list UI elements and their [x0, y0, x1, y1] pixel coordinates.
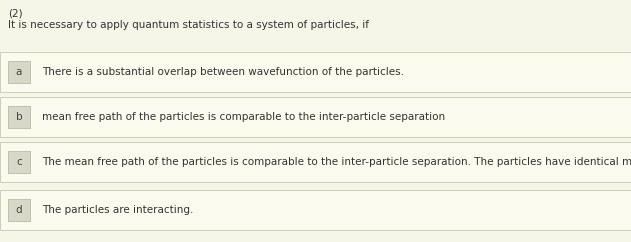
Text: b: b: [16, 112, 22, 122]
FancyBboxPatch shape: [8, 151, 30, 173]
Text: a: a: [16, 67, 22, 77]
Text: The particles are interacting.: The particles are interacting.: [42, 205, 193, 215]
FancyBboxPatch shape: [0, 190, 631, 230]
FancyBboxPatch shape: [8, 106, 30, 128]
FancyBboxPatch shape: [8, 61, 30, 83]
Text: d: d: [16, 205, 22, 215]
FancyBboxPatch shape: [0, 52, 631, 92]
FancyBboxPatch shape: [8, 199, 30, 221]
Text: c: c: [16, 157, 22, 167]
Text: There is a substantial overlap between wavefunction of the particles.: There is a substantial overlap between w…: [42, 67, 404, 77]
Text: The mean free path of the particles is comparable to the inter-particle separati: The mean free path of the particles is c…: [42, 157, 631, 167]
Text: mean free path of the particles is comparable to the inter-particle separation: mean free path of the particles is compa…: [42, 112, 445, 122]
FancyBboxPatch shape: [0, 97, 631, 137]
Text: (2): (2): [8, 8, 23, 18]
Text: It is necessary to apply quantum statistics to a system of particles, if: It is necessary to apply quantum statist…: [8, 20, 369, 30]
FancyBboxPatch shape: [0, 142, 631, 182]
